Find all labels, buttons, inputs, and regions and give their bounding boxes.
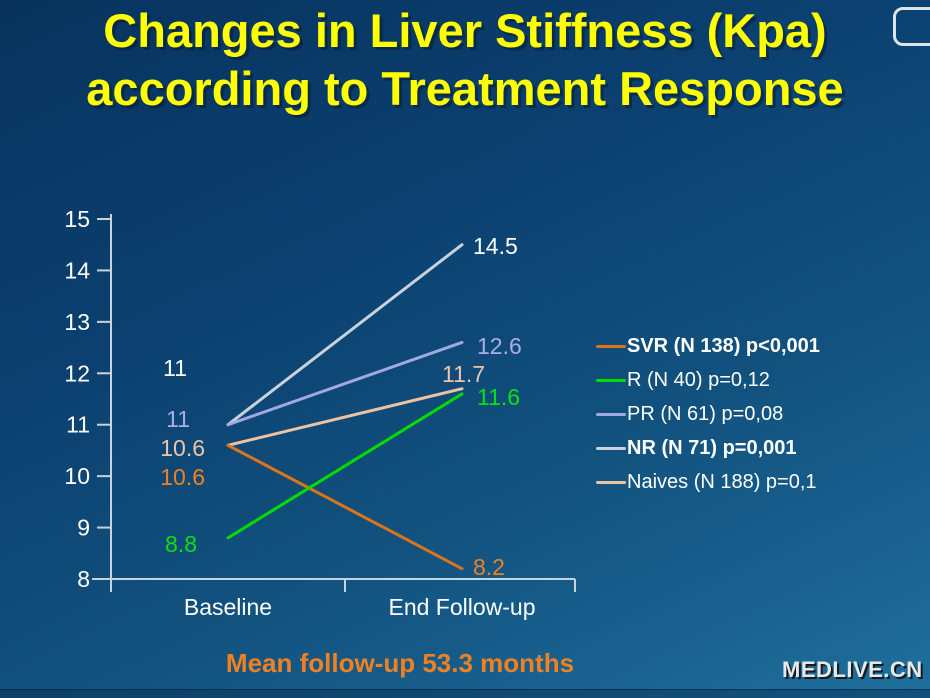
data-label: 8.2: [473, 554, 505, 580]
data-label: 11.6: [477, 384, 520, 410]
footnote: Mean follow-up 53.3 months: [225, 648, 575, 678]
data-label: 14.5: [473, 233, 518, 259]
data-label: 11.7: [442, 361, 485, 387]
data-label: 10.6: [160, 435, 205, 461]
legend-line-swatch: [596, 480, 626, 484]
series-line-r: [226, 392, 464, 540]
x-category-label: End Follow-up: [388, 594, 535, 620]
y-axis-label: 12: [64, 360, 90, 386]
legend-label: Naives (N 188) p=0,1: [627, 470, 817, 493]
watermark: MEDLIVE.CN: [782, 657, 923, 682]
y-axis-label: 14: [64, 257, 90, 283]
y-axis-label: 8: [77, 566, 90, 592]
chart-legend: SVR (N 138) p<0,001 R (N 40) p=0,12 PR (N …: [596, 329, 820, 499]
y-axis-label: 15: [64, 206, 90, 232]
legend-line-swatch: [596, 446, 626, 450]
data-label: 11: [166, 406, 190, 432]
y-axis-label: 10: [64, 463, 90, 489]
legend-item: Naives (N 188) p=0,1: [596, 465, 820, 499]
legend-label: R (N 40) p=0,12: [627, 368, 770, 391]
title-line-2: according to Treatment Response: [86, 62, 844, 115]
y-axis-label: 11: [66, 412, 90, 438]
bottom-band: [0, 689, 930, 698]
data-label: 11: [163, 355, 187, 381]
series-line-naives: [226, 387, 464, 447]
y-axis-label: 13: [64, 309, 90, 335]
page-title: Changes in Liver Stiffness (Kpa) accordi…: [0, 2, 930, 118]
title-line-1: Changes in Liver Stiffness (Kpa): [103, 4, 827, 57]
legend-line-swatch: [596, 412, 626, 416]
legend-item: SVR (N 138) p<0,001: [596, 329, 820, 363]
corner-decoration-box: [893, 7, 930, 46]
data-label: 12.6: [477, 333, 522, 359]
series-line-pr: [226, 340, 464, 427]
data-label: 8.8: [165, 531, 197, 557]
legend-label: PR (N 61) p=0,08: [627, 402, 784, 425]
legend-item: NR (N 71) p=0,001: [596, 431, 820, 465]
series-line-svr: [226, 443, 464, 571]
data-label: 10.6: [160, 464, 205, 490]
legend-line-swatch: [596, 378, 626, 382]
legend-item: PR (N 61) p=0,08: [596, 397, 820, 431]
legend-label: NR (N 71) p=0,001: [627, 436, 797, 459]
series-line-nr: [226, 243, 464, 427]
legend-item: R (N 40) p=0,12: [596, 363, 820, 397]
legend-line-swatch: [596, 344, 626, 348]
x-category-label: Baseline: [184, 594, 272, 620]
legend-label: SVR (N 138) p<0,001: [627, 334, 820, 357]
y-axis-label: 9: [77, 515, 90, 541]
